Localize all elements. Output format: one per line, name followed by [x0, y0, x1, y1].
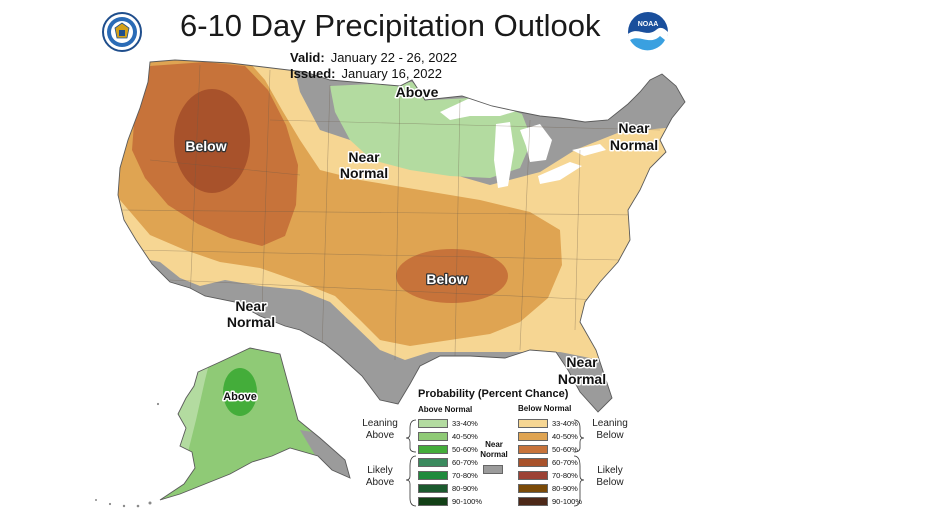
legend-below-swatch [518, 445, 548, 454]
commerce-seal-logo [102, 12, 142, 52]
legend-below-head: Below Normal [518, 404, 572, 413]
legend-below-swatch [518, 432, 548, 441]
lake-huron [520, 124, 552, 162]
svg-text:NOAA: NOAA [638, 21, 659, 28]
legend-below-row: 60-70% [518, 457, 578, 468]
alaska-near-normal [300, 430, 350, 500]
label-near-southwest-1: Near [235, 298, 267, 314]
legend-above-swatch [418, 497, 448, 506]
lake-michigan [494, 122, 514, 188]
noaa-logo: NOAA [628, 12, 669, 54]
legend-above-swatch [418, 458, 448, 467]
legend-above-range: 60-70% [452, 458, 478, 467]
label-near-southeast-1: Near [566, 354, 598, 370]
alaska-above-50-60 [223, 368, 257, 416]
valid-label: Valid: [290, 50, 325, 65]
label-below-northwest: Below [185, 138, 226, 154]
alaska-above-40-50 [160, 348, 350, 500]
legend-above-swatch [418, 484, 448, 493]
alaska-map [160, 348, 350, 500]
legend-below-row: 70-80% [518, 470, 578, 481]
legend-above-head: Above Normal [418, 405, 473, 414]
legend-below-row: 33-40% [518, 418, 578, 429]
legend-above-row: 33-40% [418, 418, 478, 429]
legend-above-braces [405, 419, 417, 507]
legend-near-normal-label: Near Normal [480, 440, 508, 459]
legend-below-swatch [518, 458, 548, 467]
label-near-northeast-2: Normal [610, 137, 658, 153]
legend-below-range: 50-60% [552, 445, 578, 454]
issued-label: Issued: [290, 66, 336, 81]
label-below-central: Below [426, 271, 467, 287]
below-60-70-northwest [174, 89, 250, 193]
legend-below-swatch [518, 484, 548, 493]
legend-near-normal-swatch [483, 465, 503, 474]
legend-likely-above: Likely Above [365, 465, 395, 488]
valid-value: January 22 - 26, 2022 [330, 50, 458, 65]
legend-leaning-below: Leaning Below [592, 418, 628, 441]
issued-line: Issued: January 16, 2022 [290, 66, 442, 81]
legend-above-range: 70-80% [452, 471, 478, 480]
state-boundaries [119, 64, 661, 361]
legend-below-range: 33-40% [552, 419, 578, 428]
label-above-north: Above [396, 84, 439, 100]
aleutian-islands [95, 402, 160, 508]
legend-below-range: 80-90% [552, 484, 578, 493]
label-near-north-2: Normal [340, 165, 388, 181]
lake-erie [538, 162, 582, 184]
conus-map [118, 60, 685, 412]
legend-above-range: 80-90% [452, 484, 478, 493]
legend-above-range: 40-50% [452, 432, 478, 441]
legend-above-row: 80-90% [418, 483, 478, 494]
alaska-outline [159, 347, 351, 501]
below-50-60-central [396, 249, 508, 303]
label-near-north-1: Near [348, 149, 380, 165]
legend-above-swatch [418, 471, 448, 480]
legend-below-swatch [518, 497, 548, 506]
legend-above-row: 90-100% [418, 496, 482, 507]
label-above-alaska: Above [223, 391, 257, 403]
lake-ontario [572, 144, 606, 156]
legend-above-swatch [418, 445, 448, 454]
legend-below-row: 90-100% [518, 496, 582, 507]
page-title: 6-10 Day Precipitation Outlook [180, 8, 601, 43]
legend-above-swatch [418, 419, 448, 428]
conus-outline [117, 59, 686, 413]
legend-above-row: 70-80% [418, 470, 478, 481]
legend-likely-below: Likely Below [596, 465, 624, 488]
legend-above-range: 33-40% [452, 419, 478, 428]
legend-below-row: 50-60% [518, 444, 578, 455]
legend-below-range: 90-100% [552, 497, 583, 506]
legend-above-row: 50-60% [418, 444, 478, 455]
legend-below-range: 60-70% [552, 458, 578, 467]
legend-below-braces [573, 419, 585, 507]
legend-below-range: 40-50% [552, 432, 578, 441]
legend-below-swatch [518, 419, 548, 428]
legend-above-row: 60-70% [418, 457, 478, 468]
label-near-southeast-2: Normal [558, 371, 606, 387]
legend-leaning-above: Leaning Above [362, 418, 398, 441]
legend-title: Probability (Percent Chance) [418, 388, 569, 400]
legend-below-swatch [518, 471, 548, 480]
legend-below-range: 70-80% [552, 471, 578, 480]
legend-above-range: 50-60% [452, 445, 478, 454]
valid-line: Valid: January 22 - 26, 2022 [290, 50, 457, 65]
legend-below-row: 40-50% [518, 431, 578, 442]
label-near-southwest-2: Normal [227, 314, 275, 330]
legend-below-row: 80-90% [518, 483, 578, 494]
issued-value: January 16, 2022 [341, 66, 442, 81]
legend-above-swatch [418, 432, 448, 441]
legend-above-row: 40-50% [418, 431, 478, 442]
label-near-northeast-1: Near [618, 120, 650, 136]
legend-above-range: 90-100% [452, 497, 483, 506]
